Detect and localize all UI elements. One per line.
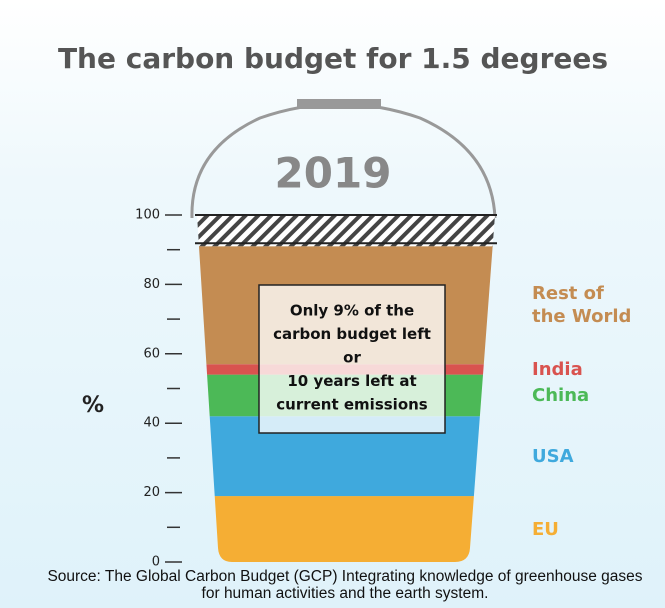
y-tick-label: 40 — [143, 416, 160, 431]
annotation-box — [258, 284, 446, 434]
legend-label: EU — [532, 518, 559, 540]
chart-title: The carbon budget for 1.5 degrees — [58, 42, 608, 75]
legend-label: USA — [532, 445, 574, 467]
annotation-line: current emissions — [276, 396, 428, 414]
y-axis-label: % — [82, 393, 104, 418]
remaining-budget — [197, 215, 495, 247]
y-tick-label: 0 — [152, 555, 160, 570]
y-tick-label: 20 — [143, 485, 160, 500]
legend-label: China — [532, 384, 590, 406]
y-tick-label: 100 — [135, 208, 160, 223]
y-tick-label: 80 — [143, 277, 160, 292]
bar-segment — [197, 496, 495, 562]
legend-label: India — [532, 358, 583, 380]
annotation-line: Only 9% of the — [290, 302, 414, 320]
y-tick-label: 60 — [143, 346, 160, 361]
source-note: Source: The Global Carbon Budget (GCP) I… — [47, 568, 643, 602]
annotation-line: or — [343, 349, 361, 367]
handle-grip — [297, 99, 381, 109]
year-label: 2019 — [275, 149, 392, 198]
annotation-line: 10 years left at — [287, 372, 416, 390]
annotation-line: carbon budget left — [273, 325, 431, 343]
legend-label: Rest of the World — [532, 283, 632, 328]
